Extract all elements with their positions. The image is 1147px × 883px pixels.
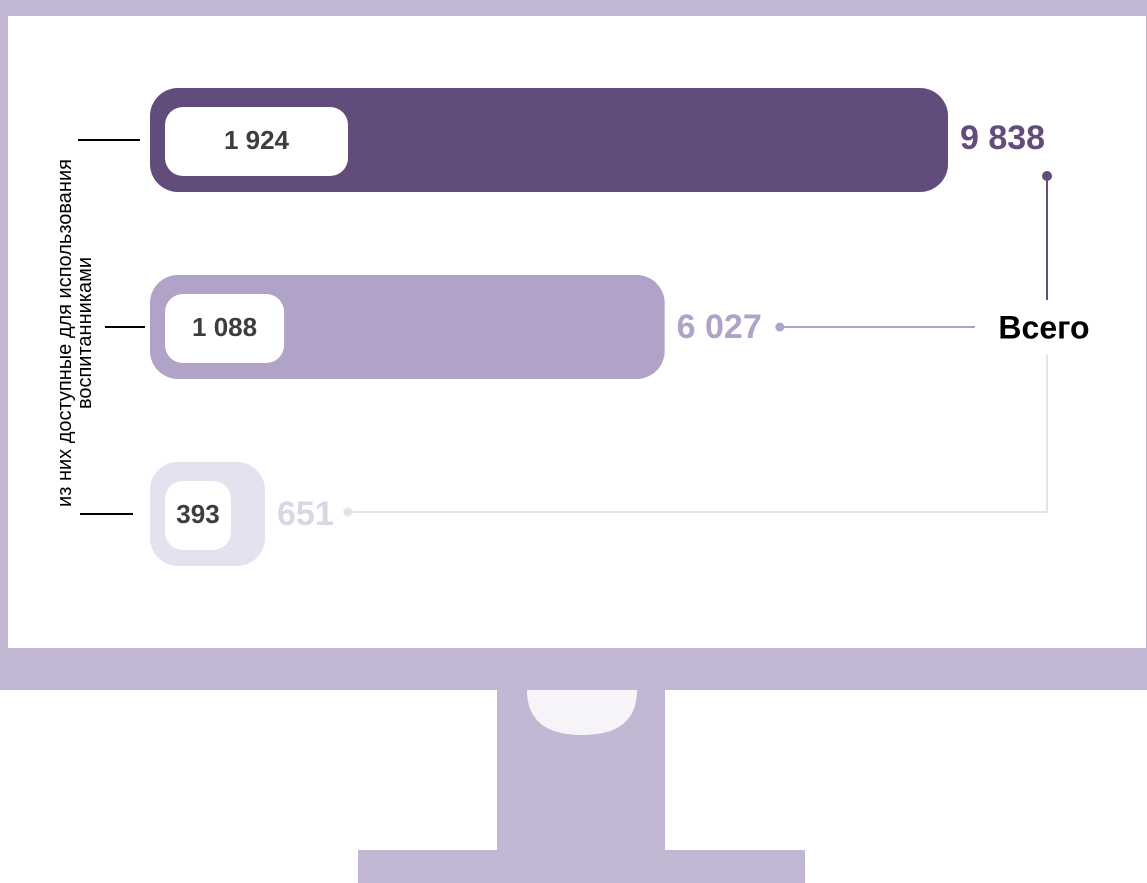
connector-dot — [1042, 171, 1052, 181]
value-label: 6 027 — [677, 308, 762, 346]
inner-box — [165, 294, 285, 363]
stand-base — [358, 850, 805, 883]
inner-box — [165, 481, 231, 550]
inner-label: 1 924 — [224, 125, 290, 155]
axis-label: из них доступные для использованиявоспит… — [54, 159, 96, 507]
connector-dot — [343, 507, 353, 517]
inner-label: 393 — [176, 499, 219, 529]
bar — [150, 88, 948, 192]
inner-box — [165, 107, 348, 176]
connector-dot — [775, 322, 785, 332]
axis-label-line: воспитанниками — [74, 257, 96, 409]
annotation: Всего — [998, 309, 1089, 345]
stand-notch — [527, 690, 637, 735]
inner-label: 1 088 — [192, 312, 257, 342]
value-label: 651 — [277, 495, 334, 533]
value-label: 9 838 — [960, 119, 1045, 157]
axis-label-line: из них доступные для использования — [54, 159, 76, 507]
connector — [347, 355, 1048, 513]
